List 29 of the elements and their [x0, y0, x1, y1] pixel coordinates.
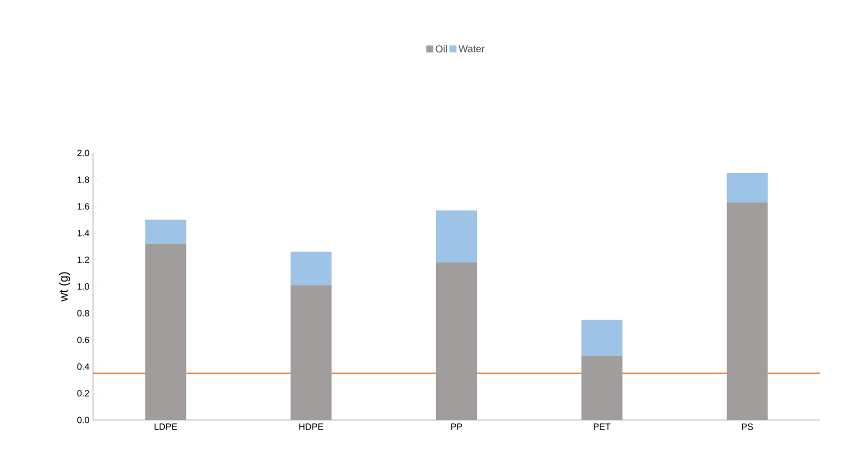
- bar: [726, 202, 768, 420]
- bar: [145, 220, 186, 244]
- y-axis-title: wt (g): [58, 272, 70, 302]
- bar: [145, 244, 186, 420]
- x-tick-label: LDPE: [154, 424, 178, 430]
- bar: [290, 285, 332, 420]
- y-tick-label: 0.6: [77, 336, 90, 344]
- y-tick-label: 0.4: [77, 363, 90, 370]
- x-tick-label: PET: [594, 424, 610, 430]
- bar: [436, 262, 478, 420]
- y-tick-label: 2.0: [77, 150, 90, 156]
- bar: [581, 320, 622, 356]
- x-tick-label: PP: [451, 424, 462, 430]
- bar: [581, 356, 622, 420]
- y-tick-label: 1.8: [78, 176, 90, 183]
- bar: [290, 252, 332, 286]
- x-tick-label: PS: [742, 424, 753, 430]
- y-tick-label: 0.8: [77, 310, 90, 316]
- legend-label: Water: [458, 45, 485, 52]
- y-tick-label: 1.6: [78, 203, 90, 210]
- bar: [436, 210, 478, 262]
- x-tick-label: HDPE: [299, 424, 324, 430]
- legend-label: Oil: [436, 45, 447, 52]
- bar: [726, 173, 768, 202]
- y-tick-label: 1.2: [78, 256, 90, 263]
- y-tick-label: 0.0: [77, 416, 90, 424]
- y-tick-label: 0.2: [77, 390, 90, 396]
- y-tick-label: 1.4: [78, 230, 90, 236]
- y-tick-label: 1.0: [78, 283, 90, 290]
